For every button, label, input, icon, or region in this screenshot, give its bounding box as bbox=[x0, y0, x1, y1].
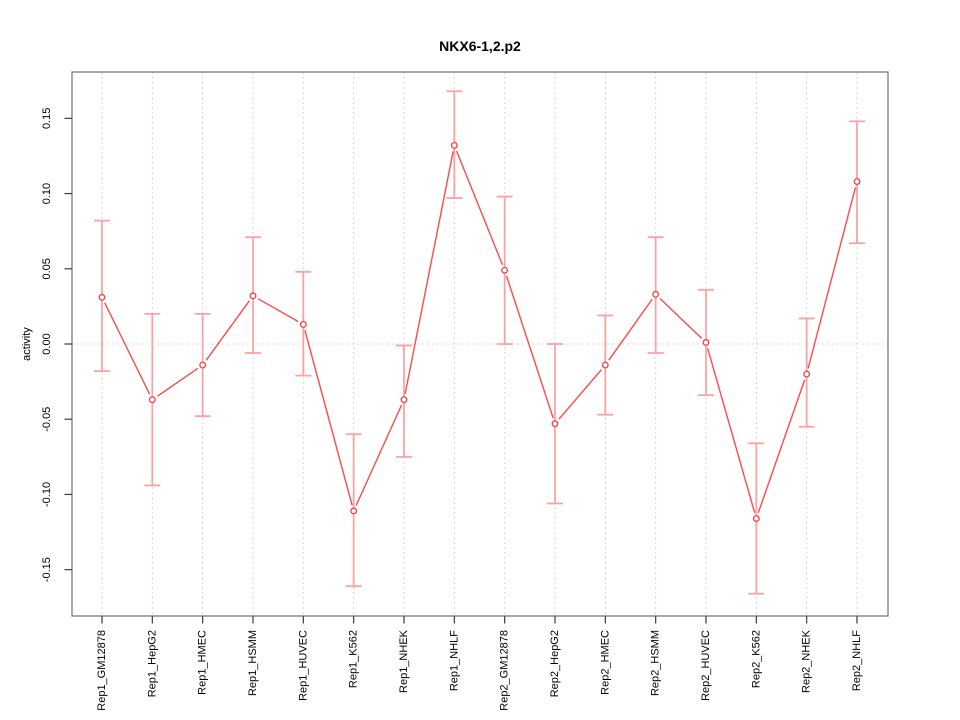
x-tick-label: Rep1_NHLF bbox=[448, 630, 460, 691]
data-point bbox=[803, 370, 811, 378]
series-line bbox=[257, 298, 299, 323]
x-tick-label: Rep1_NHEK bbox=[398, 629, 410, 693]
series-line bbox=[505, 275, 554, 419]
series-line bbox=[355, 404, 403, 506]
data-point bbox=[853, 178, 861, 185]
data-point bbox=[249, 292, 257, 300]
x-tick-label: Rep1_GM12878 bbox=[96, 630, 108, 711]
series-line bbox=[807, 187, 857, 369]
data-point bbox=[652, 290, 660, 298]
data-point bbox=[400, 396, 408, 404]
x-tick-label: Rep2_HepG2 bbox=[549, 630, 561, 697]
series-line bbox=[304, 330, 353, 506]
x-tick-label: Rep2_HMEC bbox=[599, 630, 611, 695]
y-tick-label: 0.10 bbox=[41, 183, 53, 204]
plot-border bbox=[71, 71, 889, 617]
y-tick-label: 0.00 bbox=[41, 333, 53, 354]
data-point bbox=[702, 339, 710, 346]
data-point bbox=[148, 396, 156, 404]
x-tick-label: Rep2_K562 bbox=[750, 630, 762, 688]
data-point bbox=[551, 420, 559, 428]
data-point bbox=[601, 361, 609, 369]
data-point bbox=[299, 320, 307, 328]
x-tick-label: Rep1_HepG2 bbox=[146, 630, 158, 697]
x-tick-label: Rep2_NHLF bbox=[851, 630, 863, 691]
series-line bbox=[608, 298, 653, 361]
series-line bbox=[104, 302, 151, 395]
y-tick-label: 0.15 bbox=[41, 108, 53, 129]
series-line bbox=[455, 150, 504, 265]
series-line bbox=[205, 300, 251, 361]
series-line bbox=[659, 297, 703, 339]
y-tick-label: -0.15 bbox=[41, 557, 53, 582]
y-tick-label: -0.10 bbox=[41, 482, 53, 507]
series-line bbox=[558, 369, 602, 420]
data-point bbox=[199, 361, 207, 369]
data-point bbox=[752, 515, 760, 522]
series-line bbox=[757, 379, 806, 514]
x-tick-label: Rep1_HSMM bbox=[247, 630, 259, 696]
y-tick-label: 0.05 bbox=[41, 258, 53, 279]
series-line bbox=[706, 348, 756, 513]
data-point bbox=[501, 266, 509, 274]
data-point bbox=[98, 293, 106, 301]
y-tick-label: -0.05 bbox=[41, 407, 53, 432]
data-point bbox=[350, 507, 358, 515]
x-tick-label: Rep1_K562 bbox=[348, 630, 360, 688]
x-tick-label: Rep2_HUVEC bbox=[700, 630, 712, 701]
x-tick-label: Rep1_HMEC bbox=[197, 630, 209, 695]
x-tick-label: Rep2_NHEK bbox=[801, 629, 813, 693]
series-line bbox=[156, 367, 199, 397]
x-tick-label: Rep2_HSMM bbox=[650, 630, 662, 696]
x-tick-label: Rep1_HUVEC bbox=[297, 630, 309, 701]
series-line bbox=[404, 151, 454, 394]
x-tick-label: Rep2_GM12878 bbox=[499, 630, 511, 711]
chart-title: NKX6-1,2.p2 bbox=[439, 38, 521, 54]
data-point bbox=[450, 141, 458, 149]
